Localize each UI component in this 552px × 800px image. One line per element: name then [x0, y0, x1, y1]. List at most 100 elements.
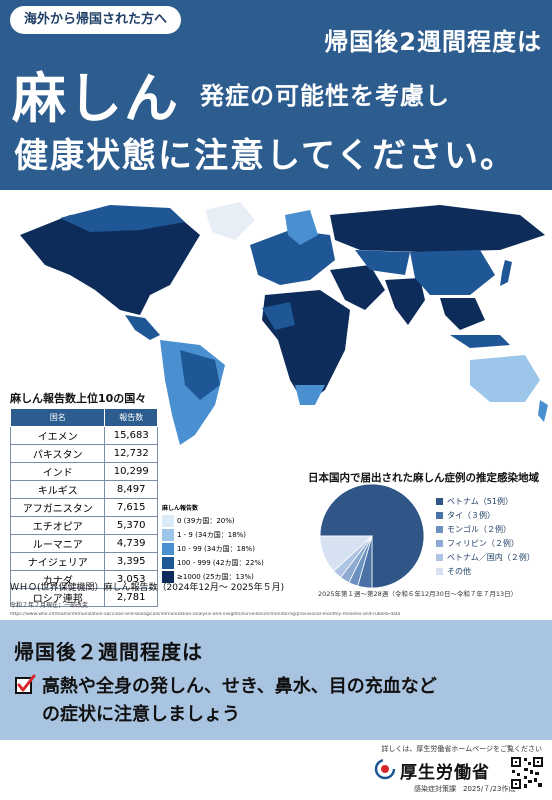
legend-label: 0 (39カ国：20%): [177, 517, 235, 525]
map-southeast-asia: [440, 298, 485, 330]
pie-legend-swatch: [436, 511, 443, 519]
table-row: ルーマニア 4,739: [9, 534, 158, 553]
pie-legend-label: ベトナム（51例）: [447, 496, 513, 506]
legend-swatch: [162, 515, 174, 527]
pie-legend-swatch: [436, 539, 443, 547]
legend-label: 10 - 99 (34カ国：18%): [177, 545, 255, 553]
map-greenland: [205, 202, 255, 240]
count-cell: 10,299: [104, 462, 158, 481]
headline-measles: 麻しん: [12, 67, 180, 130]
count-cell: 5,370: [104, 516, 158, 535]
map-middle-east: [330, 265, 385, 310]
pie-legend-item: その他: [436, 564, 535, 578]
map-legend-title: 麻しん報告数: [162, 505, 199, 512]
ministry-logo-icon: [374, 758, 396, 780]
map-china: [410, 250, 495, 295]
count-cell: 8,497: [104, 480, 158, 499]
map-canada-north: [60, 205, 185, 232]
table-row: ロシア連邦 2,781: [9, 588, 158, 607]
map-legend-item: ≥1000 (25カ国：13%): [162, 571, 272, 583]
world-measles-map: [20, 202, 548, 445]
qr-code-icon[interactable]: [510, 756, 544, 790]
count-cell: 4,739: [104, 534, 158, 553]
pie-slice: [319, 483, 425, 589]
country-cell: イエメン: [9, 426, 106, 445]
pie-legend-swatch: [436, 567, 443, 575]
bottom-band: [0, 620, 552, 740]
pie-legend-swatch: [436, 553, 443, 561]
pie-legend-label: ベトナム／国内（２例）: [447, 552, 535, 562]
bottom-title: 帰国後２週間程度は: [14, 640, 203, 664]
legend-label: ≥1000 (25カ国：13%): [177, 573, 254, 581]
map-japan: [500, 260, 512, 286]
pie-legend-item: ベトナム／国内（２例）: [436, 550, 535, 564]
table-row: エチオピア 5,370: [9, 516, 158, 535]
pie-legend-item: タイ（３例）: [436, 508, 535, 522]
pie-title: 日本国内で届出された麻しん症例の推定感染地域: [308, 472, 539, 484]
pie-legend-item: ベトナム（51例）: [436, 494, 535, 508]
legend-swatch: [162, 571, 174, 583]
who-source: ＷＨＯ(世界保健機関）麻しん報告数（2024年12月～ 2025年５月): [10, 583, 285, 593]
country-cell: エチオピア: [9, 516, 106, 535]
column-header-count: 報告数: [104, 408, 158, 427]
country-cell: ロシア連邦: [9, 588, 106, 607]
map-north-america: [20, 210, 200, 315]
pie-legend-label: タイ（３例）: [447, 510, 495, 520]
headline-line3: 健康状態に注意してください。: [14, 136, 516, 176]
pie-legend-item: フィリピン（２例）: [436, 536, 535, 550]
headline-line1: 帰国後2週間程度は: [324, 28, 542, 56]
map-south-africa: [295, 385, 325, 405]
pie-legend-label: フィリピン（２例）: [447, 538, 519, 548]
legend-label: 1 - 9 (34カ国：18%): [177, 531, 247, 539]
country-cell: インド: [9, 462, 106, 481]
audience-pill: 海外から帰国された方へ: [10, 6, 182, 34]
map-central-asia: [355, 250, 410, 275]
headline-line2: 発症の可能性を考慮し: [200, 82, 450, 110]
pie-legend-swatch: [436, 497, 443, 505]
map-legend-item: 0 (39カ国：20%): [162, 515, 272, 527]
source-url[interactable]: https://www.who.int/teams/immunization-v…: [10, 612, 401, 617]
pie-slice: [319, 535, 374, 572]
map-legend: 麻しん報告数 0 (39カ国：20%) 1 - 9 (34カ国：18%) 10 …: [162, 503, 272, 585]
table-title: 麻しん報告数上位10の国々: [10, 392, 147, 405]
checkbox-icon: [15, 674, 36, 694]
table-row: キルギス 8,497: [9, 480, 158, 499]
map-brazil: [180, 350, 220, 400]
pie-legend-label: その他: [447, 566, 471, 576]
department-date: 感染症対策課 2025/７/23作成: [414, 785, 516, 793]
infection-region-pie: [319, 483, 425, 589]
count-cell: 3,395: [104, 552, 158, 571]
table-row: ナイジェリア 3,395: [9, 552, 158, 571]
country-cell: パキスタン: [9, 444, 106, 463]
map-south-asia: [385, 278, 425, 325]
map-new-zealand: [538, 400, 548, 422]
column-header-country: 国名: [9, 408, 106, 427]
table-row: アフガニスタン 7,615: [9, 498, 158, 517]
symptom-line2: の症状に注意しましょう: [42, 704, 240, 725]
map-central-america: [125, 315, 160, 340]
as-of-note: 令和７年７月現在；一部改変: [10, 602, 89, 609]
map-legend-item: 100 - 999 (42カ国：22%): [162, 557, 272, 569]
table-row: インド 10,299: [9, 462, 158, 481]
legend-swatch: [162, 529, 174, 541]
count-cell: 7,615: [104, 498, 158, 517]
count-cell: 2,781: [104, 588, 158, 607]
country-cell: キルギス: [9, 480, 106, 499]
country-cell: ナイジェリア: [9, 552, 106, 571]
map-australia: [470, 355, 540, 402]
pie-legend-swatch: [436, 525, 443, 533]
ministry-name: 厚生労働省: [400, 763, 490, 783]
map-russia: [330, 205, 545, 252]
pie-period-note: 2025年第１週～第28週（令和６年12月30日～令和７年７月13日）: [318, 590, 518, 598]
table-row: イエメン 15,683: [9, 426, 158, 445]
website-note: 詳しくは、厚生労働省ホームページをご覧ください: [381, 745, 542, 753]
map-legend-item: 10 - 99 (34カ国：18%): [162, 543, 272, 555]
pie-legend-label: モンゴル（２例）: [447, 524, 511, 534]
count-cell: 12,732: [104, 444, 158, 463]
pie-legend: ベトナム（51例） タイ（３例） モンゴル（２例） フィリピン（２例） ベトナム／国内（…: [436, 494, 535, 578]
map-europe: [250, 230, 335, 285]
pie-legend-item: モンゴル（２例）: [436, 522, 535, 536]
legend-swatch: [162, 543, 174, 555]
map-scandinavia: [285, 210, 318, 245]
map-indonesia: [450, 335, 510, 348]
